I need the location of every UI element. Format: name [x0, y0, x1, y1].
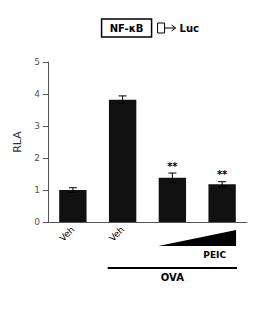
svg-text:**: ** — [167, 161, 178, 172]
svg-text:PEIC: PEIC — [203, 250, 226, 260]
svg-text:5: 5 — [34, 57, 40, 67]
svg-text:Veh: Veh — [107, 224, 126, 243]
svg-text:RLA: RLA — [11, 131, 24, 153]
svg-text:OVA: OVA — [161, 272, 184, 283]
svg-text:**: ** — [217, 169, 228, 180]
svg-text:1: 1 — [34, 185, 40, 195]
svg-text:0: 0 — [34, 217, 40, 227]
svg-text:4: 4 — [34, 89, 40, 99]
svg-text:3: 3 — [34, 121, 40, 131]
svg-text:2: 2 — [34, 153, 40, 163]
svg-text:NF-κB: NF-κB — [110, 23, 144, 34]
svg-text:Luc: Luc — [180, 23, 199, 34]
svg-text:Veh: Veh — [58, 224, 77, 243]
